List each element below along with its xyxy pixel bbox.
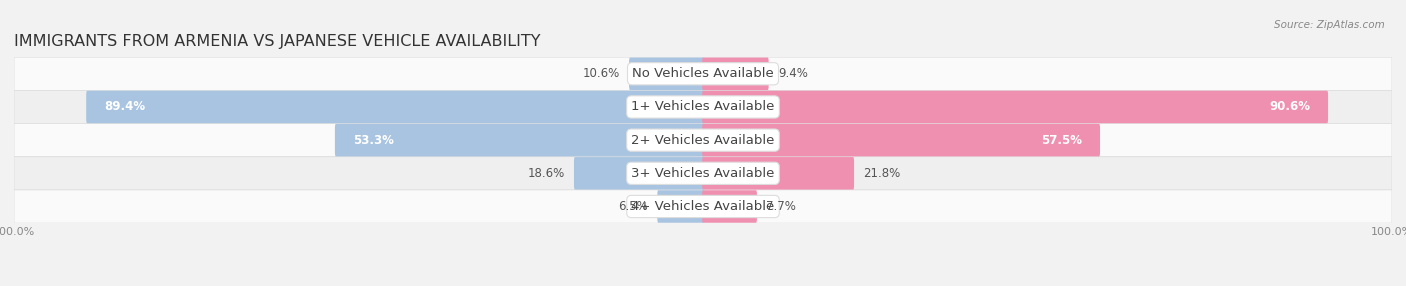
Text: 90.6%: 90.6% bbox=[1270, 100, 1310, 114]
Text: 18.6%: 18.6% bbox=[527, 167, 565, 180]
FancyBboxPatch shape bbox=[86, 91, 704, 123]
FancyBboxPatch shape bbox=[14, 57, 1392, 90]
Text: 7.7%: 7.7% bbox=[766, 200, 796, 213]
FancyBboxPatch shape bbox=[702, 157, 853, 190]
Text: 3+ Vehicles Available: 3+ Vehicles Available bbox=[631, 167, 775, 180]
Text: 2+ Vehicles Available: 2+ Vehicles Available bbox=[631, 134, 775, 147]
FancyBboxPatch shape bbox=[14, 124, 1392, 157]
Text: 1+ Vehicles Available: 1+ Vehicles Available bbox=[631, 100, 775, 114]
Text: 9.4%: 9.4% bbox=[778, 67, 808, 80]
Text: 10.6%: 10.6% bbox=[582, 67, 620, 80]
Text: IMMIGRANTS FROM ARMENIA VS JAPANESE VEHICLE AVAILABILITY: IMMIGRANTS FROM ARMENIA VS JAPANESE VEHI… bbox=[14, 34, 540, 49]
FancyBboxPatch shape bbox=[14, 90, 1392, 124]
Text: No Vehicles Available: No Vehicles Available bbox=[633, 67, 773, 80]
FancyBboxPatch shape bbox=[658, 190, 704, 223]
FancyBboxPatch shape bbox=[628, 57, 704, 90]
Text: 53.3%: 53.3% bbox=[353, 134, 394, 147]
Text: 89.4%: 89.4% bbox=[104, 100, 145, 114]
FancyBboxPatch shape bbox=[702, 91, 1329, 123]
FancyBboxPatch shape bbox=[14, 190, 1392, 223]
Text: 4+ Vehicles Available: 4+ Vehicles Available bbox=[631, 200, 775, 213]
FancyBboxPatch shape bbox=[335, 124, 704, 156]
Text: 6.5%: 6.5% bbox=[619, 200, 648, 213]
FancyBboxPatch shape bbox=[702, 57, 769, 90]
FancyBboxPatch shape bbox=[574, 157, 704, 190]
FancyBboxPatch shape bbox=[702, 124, 1099, 156]
Text: 21.8%: 21.8% bbox=[863, 167, 901, 180]
FancyBboxPatch shape bbox=[14, 157, 1392, 190]
Text: 57.5%: 57.5% bbox=[1040, 134, 1083, 147]
Text: Source: ZipAtlas.com: Source: ZipAtlas.com bbox=[1274, 20, 1385, 30]
FancyBboxPatch shape bbox=[702, 190, 756, 223]
